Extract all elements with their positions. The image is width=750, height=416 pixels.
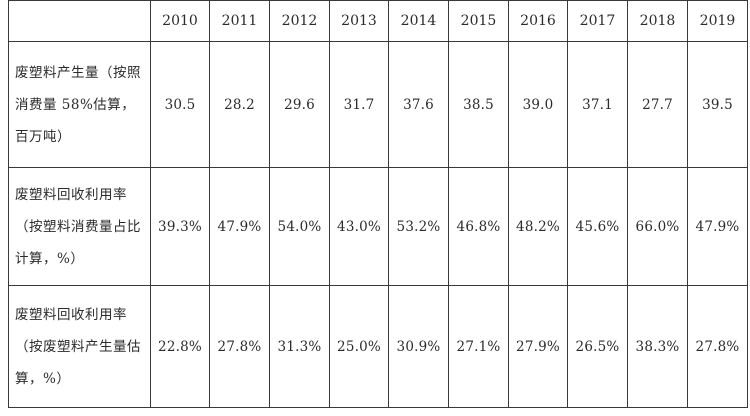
table-cell: 27.7: [627, 41, 688, 168]
table-cell: 45.6%: [567, 167, 628, 286]
table-cell: 37.1: [567, 41, 628, 168]
table-cell: 39.5: [687, 41, 748, 168]
year-header: 2011: [209, 0, 270, 42]
table-cell: 38.5: [448, 41, 509, 168]
year-header: 2017: [567, 0, 628, 42]
table-cell: 27.8%: [209, 285, 270, 408]
table-cell: 27.1%: [448, 285, 509, 408]
year-header: 2015: [448, 0, 509, 42]
row-label: 废塑料回收利用率（按塑料消费量占比计算，%）: [8, 167, 151, 286]
table-cell: 53.2%: [388, 167, 449, 286]
header-row: 2010 2011 2012 2013 2014 2015 2016 2017 …: [8, 0, 748, 42]
row-label: 废塑料产生量（按照消费量 58%估算，百万吨）: [8, 41, 151, 168]
year-header: 2018: [627, 0, 688, 42]
table-cell: 28.2: [209, 41, 270, 168]
table-cell: 22.8%: [150, 285, 210, 408]
table-cell: 31.3%: [269, 285, 330, 408]
table-cell: 37.6: [388, 41, 449, 168]
table-cell: 39.3%: [150, 167, 210, 286]
table-cell: 27.9%: [508, 285, 568, 408]
table-cell: 39.0: [508, 41, 568, 168]
table-cell: 26.5%: [567, 285, 628, 408]
table-cell: 27.8%: [687, 285, 748, 408]
table-cell: 46.8%: [448, 167, 509, 286]
year-header: 2010: [150, 0, 210, 42]
table-cell: 54.0%: [269, 167, 330, 286]
table-row: 废塑料回收利用率（按塑料消费量占比计算，%） 39.3% 47.9% 54.0%…: [8, 167, 748, 286]
year-header: 2016: [508, 0, 568, 42]
row-label: 废塑料回收利用率（按废塑料产生量估算，%）: [8, 285, 151, 408]
plastic-waste-table: 2010 2011 2012 2013 2014 2015 2016 2017 …: [8, 0, 748, 408]
corner-cell: [8, 0, 151, 42]
table-cell: 47.9%: [209, 167, 270, 286]
table-row: 废塑料回收利用率（按废塑料产生量估算，%） 22.8% 27.8% 31.3% …: [8, 285, 748, 408]
table-cell: 38.3%: [627, 285, 688, 408]
table-cell: 47.9%: [687, 167, 748, 286]
table-cell: 25.0%: [329, 285, 389, 408]
year-header: 2013: [329, 0, 389, 42]
table-cell: 29.6: [269, 41, 330, 168]
table-cell: 30.9%: [388, 285, 449, 408]
table-cell: 48.2%: [508, 167, 568, 286]
year-header: 2012: [269, 0, 330, 42]
year-header: 2019: [687, 0, 748, 42]
table-row: 废塑料产生量（按照消费量 58%估算，百万吨） 30.5 28.2 29.6 3…: [8, 41, 748, 168]
table-cell: 43.0%: [329, 167, 389, 286]
table-cell: 66.0%: [627, 167, 688, 286]
table-cell: 30.5: [150, 41, 210, 168]
year-header: 2014: [388, 0, 449, 42]
table-cell: 31.7: [329, 41, 389, 168]
